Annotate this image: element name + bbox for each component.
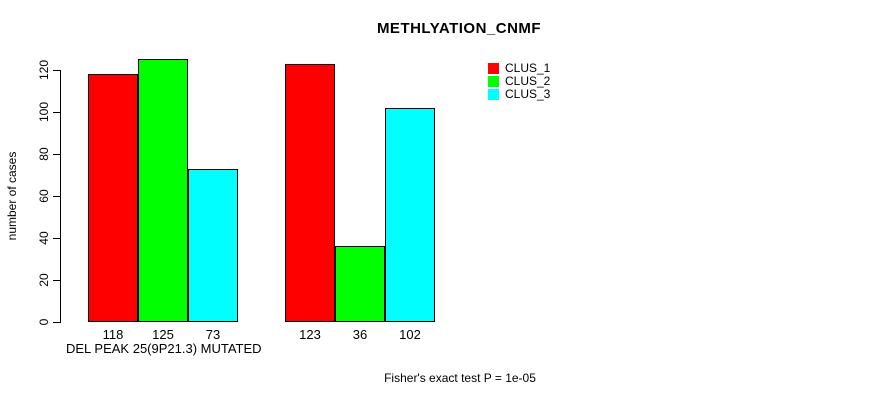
y-tick-label: 120 xyxy=(37,59,51,81)
bar-clus_1-group2 xyxy=(285,64,335,322)
legend-label: CLUS_2 xyxy=(505,74,551,88)
y-tick-mark xyxy=(53,196,60,197)
bar-clus_2-group2 xyxy=(335,246,385,322)
y-tick-label: 40 xyxy=(37,231,51,245)
legend-label: CLUS_3 xyxy=(505,87,551,101)
legend-row: CLUS_3 xyxy=(488,88,550,101)
legend-swatch-clus_2 xyxy=(488,76,499,87)
bar-clus_1-group1 xyxy=(88,74,138,322)
legend-row: CLUS_1 xyxy=(488,62,550,75)
y-tick-label: 0 xyxy=(37,318,51,326)
y-tick-label: 60 xyxy=(37,189,51,203)
legend-swatch-clus_3 xyxy=(488,89,499,100)
y-tick-mark xyxy=(53,238,60,239)
bar-clus_3-group2 xyxy=(385,108,435,322)
legend-swatch-clus_1 xyxy=(488,63,499,74)
y-tick-mark xyxy=(53,280,60,281)
legend-label: CLUS_1 xyxy=(505,61,551,75)
y-tick-label: 80 xyxy=(37,147,51,161)
bar-clus_3-group1 xyxy=(188,169,238,322)
bar-value-label: 123 xyxy=(299,327,321,342)
legend-row: CLUS_2 xyxy=(488,75,550,88)
bar-clus_2-group1 xyxy=(138,59,188,322)
y-axis-title: number of cases xyxy=(5,151,19,241)
y-tick-label: 20 xyxy=(37,273,51,287)
bar-value-label: 102 xyxy=(399,327,421,342)
y-tick-mark xyxy=(53,70,60,71)
y-tick-label: 100 xyxy=(37,101,51,123)
chart-title: METHLYATION_CNMF xyxy=(376,20,542,37)
fisher-test-annotation: Fisher's exact test P = 1e-05 xyxy=(384,371,536,385)
legend: CLUS_1 CLUS_2 CLUS_3 xyxy=(488,62,550,101)
bar-value-label: 118 xyxy=(102,327,124,342)
y-tick-mark xyxy=(53,112,60,113)
bar-value-label: 73 xyxy=(205,327,221,342)
y-axis-line xyxy=(60,70,61,323)
bar-value-label: 36 xyxy=(352,327,368,342)
bar-value-label: 125 xyxy=(152,327,174,342)
y-tick-mark xyxy=(53,322,60,323)
y-tick-mark xyxy=(53,154,60,155)
x-axis-title: DEL PEAK 25(9P21.3) MUTATED xyxy=(66,341,262,356)
